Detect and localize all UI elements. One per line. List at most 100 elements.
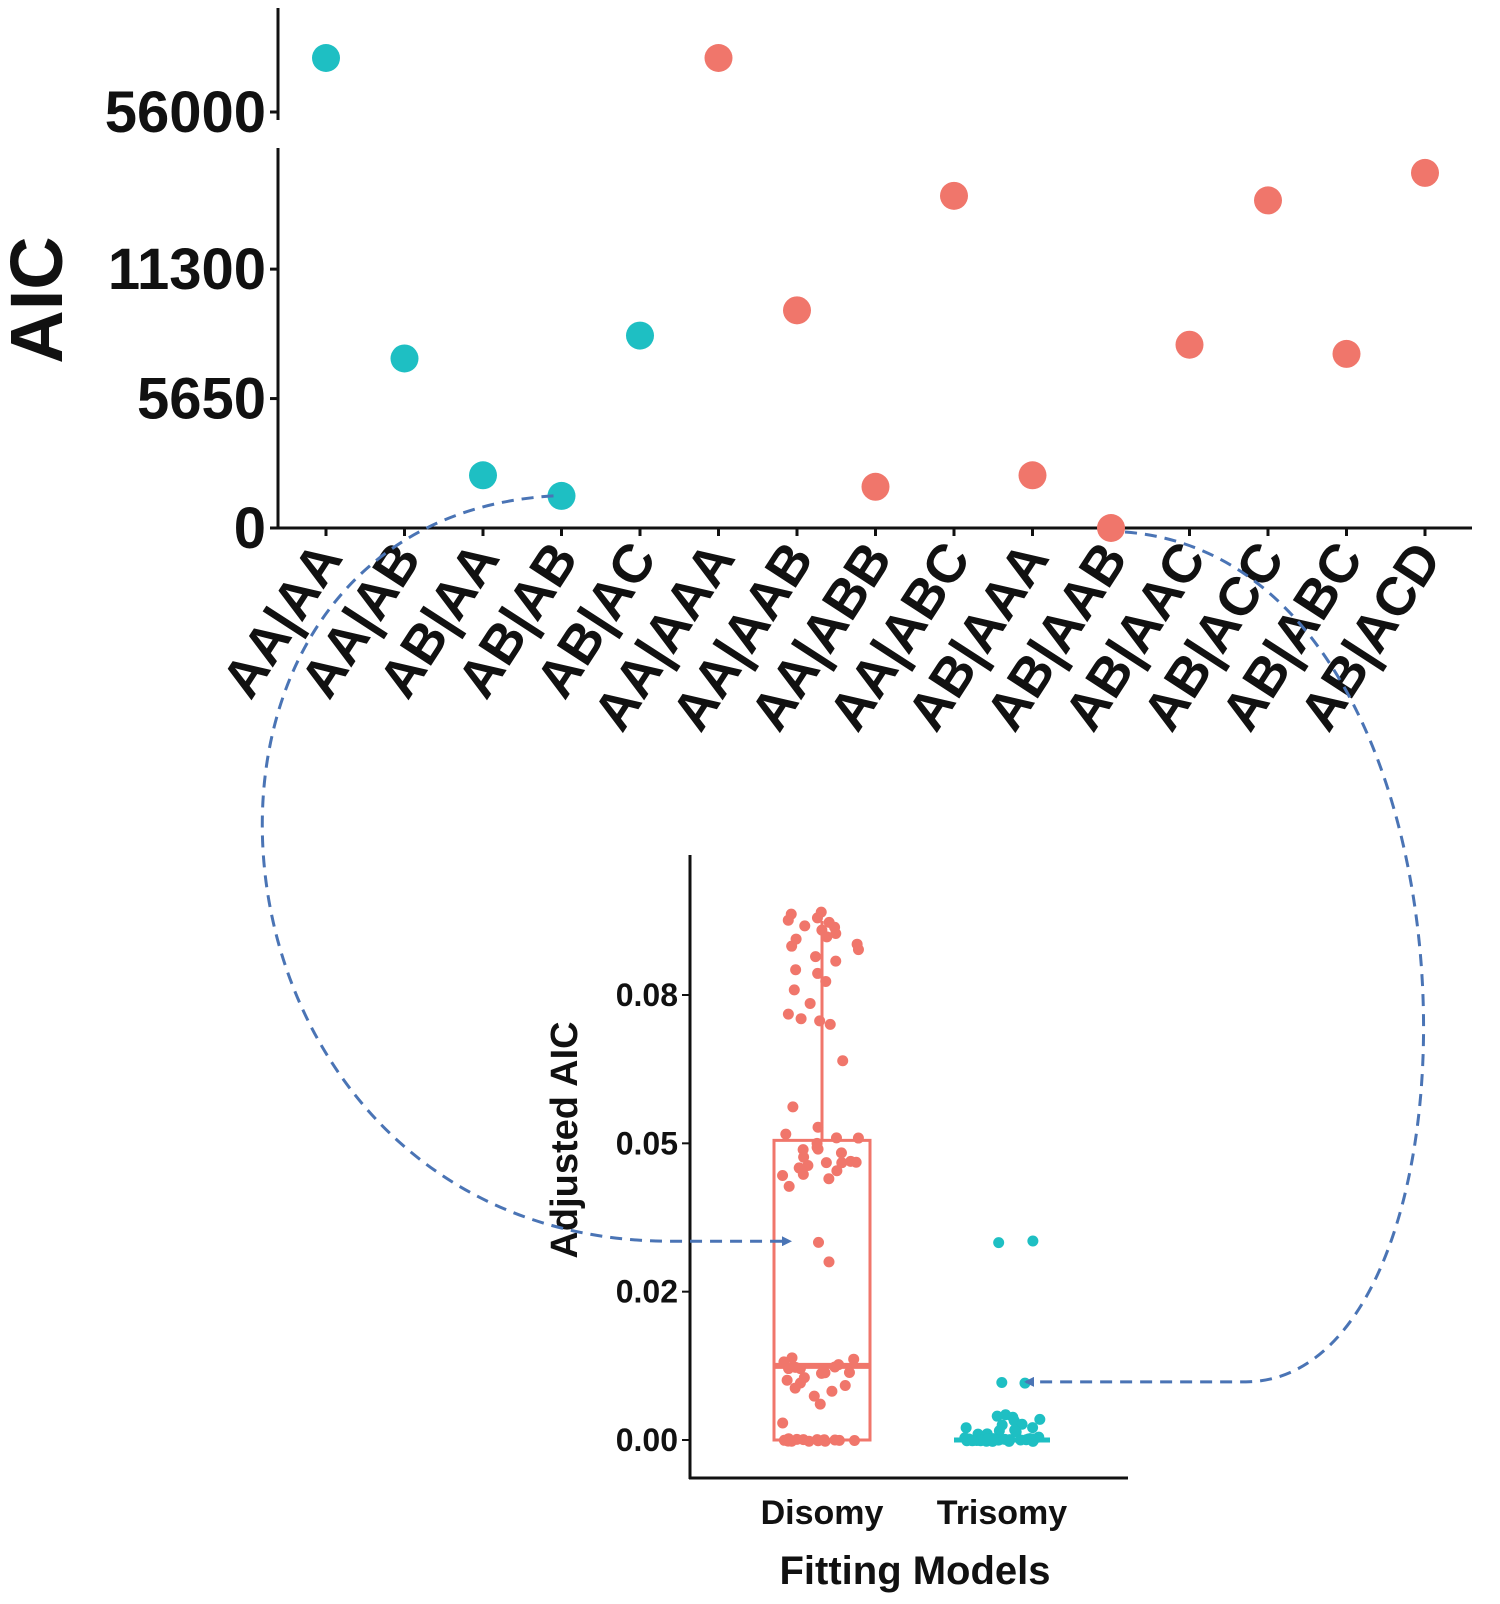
jitter-point-disomy bbox=[781, 1374, 793, 1386]
bottom-y-tick-labels: 0.00 0.02 0.05 0.08 bbox=[616, 977, 690, 1458]
jitter-point-trisomy bbox=[996, 1376, 1008, 1388]
top-point-aa-aa bbox=[312, 44, 340, 72]
top-y-tick-label: 11300 bbox=[108, 237, 266, 302]
jitter-point-disomy bbox=[829, 1434, 841, 1446]
box-elements bbox=[772, 920, 1050, 1443]
aic-scatter-chart: 0 5650 11300 56000 AA|AAAA|ABAB|AAAB|ABAB|A… bbox=[0, 8, 1472, 741]
bottom-y-tick-label: 0.08 bbox=[616, 977, 678, 1013]
top-point-aa-aaa bbox=[704, 44, 733, 72]
arrow-disomy-annotation bbox=[260, 494, 792, 1247]
top-point-aa-abc bbox=[940, 181, 968, 210]
jitter-point-disomy bbox=[826, 1385, 838, 1397]
top-point-aa-aab bbox=[783, 296, 811, 325]
jitter-point-disomy bbox=[824, 1018, 836, 1030]
jitter-point-trisomy bbox=[991, 1410, 1003, 1422]
jitter-point-disomy bbox=[852, 944, 864, 956]
top-point-ab-aac bbox=[1175, 330, 1204, 359]
jitter-point-disomy bbox=[787, 1101, 799, 1113]
jitter-point-disomy bbox=[812, 1143, 824, 1155]
top-y-tick-label: 5650 bbox=[137, 367, 266, 432]
jitter-point-trisomy bbox=[1010, 1426, 1022, 1438]
jitter-point-disomy bbox=[783, 1180, 795, 1192]
jitter-point-trisomy bbox=[1027, 1235, 1039, 1247]
jitter-point-disomy bbox=[814, 1015, 826, 1027]
top-point-ab-ab bbox=[547, 481, 576, 510]
jitter-point-disomy bbox=[811, 912, 823, 924]
jitter-point-disomy bbox=[823, 1256, 835, 1268]
jitter-point-disomy bbox=[786, 940, 798, 952]
top-y-tick-label: 56000 bbox=[105, 80, 266, 145]
jitter-point-disomy bbox=[814, 1398, 826, 1410]
annotation-arrows bbox=[260, 494, 1425, 1387]
jitter-point-disomy bbox=[783, 1363, 795, 1375]
jitter-point-trisomy bbox=[967, 1435, 979, 1447]
top-axes bbox=[276, 8, 1472, 530]
top-x-tick-labels: AA|AAAA|ABAB|AAAB|ABAB|ACAA|AAAAA|AABAA|… bbox=[211, 528, 1454, 741]
jitter-point-disomy bbox=[830, 955, 842, 967]
jitter-point-trisomy bbox=[1016, 1418, 1028, 1430]
bottom-x-tick-label-trisomy: Trisomy bbox=[937, 1494, 1067, 1532]
jitter-point-disomy bbox=[812, 1121, 824, 1133]
jitter-point-disomy bbox=[839, 1380, 851, 1392]
bottom-y-tick-label: 0.00 bbox=[616, 1422, 678, 1458]
jitter-point-disomy bbox=[820, 1157, 832, 1169]
jitter-point-disomy bbox=[852, 1132, 864, 1144]
jitter-point-disomy bbox=[795, 1013, 807, 1025]
jitter-point-disomy bbox=[782, 1008, 794, 1020]
top-point-ab-acd bbox=[1411, 158, 1439, 187]
top-point-aa-abb bbox=[861, 472, 890, 501]
jitter-point-trisomy bbox=[1003, 1435, 1015, 1447]
jitter-point-disomy bbox=[808, 1390, 820, 1402]
jitter-point-disomy bbox=[799, 920, 811, 932]
bottom-x-axis-label: Fitting Models bbox=[779, 1549, 1050, 1593]
top-point-ab-aab bbox=[1097, 514, 1125, 542]
top-y-axis-label: AIC bbox=[0, 236, 78, 363]
top-point-ab-acc bbox=[1254, 186, 1282, 215]
bottom-y-axis-label: Adjusted AIC bbox=[544, 1021, 586, 1258]
jitter-point-disomy bbox=[821, 931, 833, 943]
jitter-point-disomy bbox=[777, 1170, 789, 1182]
jitter-point-disomy bbox=[848, 1353, 860, 1365]
jitter-point-disomy bbox=[813, 1236, 825, 1248]
bottom-y-tick-label: 0.05 bbox=[616, 1125, 678, 1161]
jitter-point-disomy bbox=[798, 1151, 810, 1163]
bottom-axes bbox=[688, 855, 1128, 1480]
jitter-point-disomy bbox=[816, 1367, 828, 1379]
jitter-point-disomy bbox=[831, 1165, 843, 1177]
jitter-point-trisomy bbox=[993, 1237, 1005, 1249]
jitter-point-disomy bbox=[804, 997, 816, 1009]
jitter-point-disomy bbox=[843, 1366, 855, 1378]
jitter-point-disomy bbox=[782, 914, 794, 926]
top-point-ab-aa bbox=[469, 461, 497, 490]
jitter-point-disomy bbox=[849, 1435, 861, 1447]
jitter-point-disomy bbox=[818, 1434, 830, 1446]
jitter-point-trisomy bbox=[1034, 1413, 1046, 1425]
top-point-aa-ab bbox=[390, 344, 419, 373]
jitter-point-disomy bbox=[786, 1435, 798, 1447]
jitter-point-disomy bbox=[789, 1382, 801, 1394]
jitter-point-disomy bbox=[823, 1173, 835, 1185]
jitter-point-disomy bbox=[837, 1055, 849, 1067]
jitter-point-disomy bbox=[829, 1361, 841, 1373]
jitter-point-trisomy bbox=[982, 1433, 994, 1445]
jitter-point-disomy bbox=[850, 1156, 862, 1168]
top-y-tick-labels: 0 5650 11300 56000 bbox=[105, 80, 278, 561]
bottom-y-tick-label: 0.02 bbox=[616, 1274, 678, 1310]
jitter-point-disomy bbox=[812, 967, 824, 979]
adjusted-aic-boxplot: 0.00 0.02 0.05 0.08 Disomy Trisomy Adjusted … bbox=[544, 855, 1128, 1593]
jitter-point-disomy bbox=[788, 984, 800, 996]
top-point-ab-aaa bbox=[1018, 461, 1047, 490]
top-point-ab-abc bbox=[1332, 339, 1361, 368]
jitter-point-disomy bbox=[802, 1159, 814, 1171]
bottom-x-tick-label-disomy: Disomy bbox=[761, 1494, 884, 1532]
jitter-point-disomy bbox=[790, 964, 802, 976]
jitter-point-trisomy bbox=[960, 1422, 972, 1434]
jitter-point-disomy bbox=[780, 1128, 792, 1140]
bottom-x-tick-labels: Disomy Trisomy bbox=[761, 1494, 1068, 1532]
top-point-ab-ac bbox=[626, 321, 654, 350]
top-scatter-points bbox=[312, 44, 1439, 542]
top-y-tick-label: 0 bbox=[234, 496, 266, 561]
arrow-trisomy-annotation bbox=[1024, 530, 1425, 1387]
jitter-point-trisomy bbox=[1020, 1434, 1032, 1446]
jitter-points bbox=[777, 906, 1046, 1447]
